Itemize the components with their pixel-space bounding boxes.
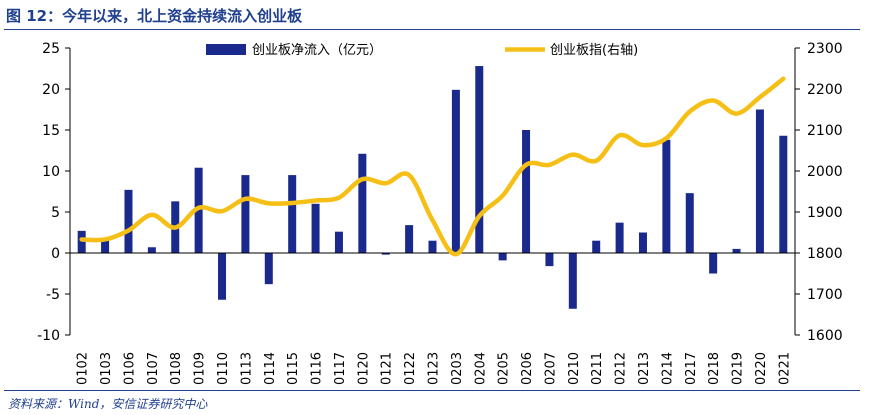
x-tick-label: 0120 [356,352,371,385]
bar-0218 [709,253,718,274]
x-tick-label: 0116 [310,352,325,385]
bar-0220 [755,109,764,253]
bar-0121 [381,253,390,255]
title-rule [4,29,860,30]
left-tick-label: 10 [42,164,60,180]
source-rule [4,390,860,391]
x-tick-label: 0114 [263,352,278,385]
x-tick-label: 0123 [427,352,442,385]
bar-0207 [545,253,554,267]
right-tick-label: 2100 [807,123,843,139]
source-note: 资料来源：Wind，安信证券研究中心 [8,397,208,411]
bar-0117 [334,231,343,253]
bar-0211 [592,240,601,253]
bar-0210 [568,253,577,309]
x-tick-label: 0214 [660,352,675,385]
x-tick-label: 0117 [333,352,348,385]
bar-0122 [405,225,414,253]
x-tick-label: 0220 [754,352,769,385]
x-tick-label: 0106 [122,352,137,385]
bar-0214 [662,139,671,253]
legend-bar-swatch [206,44,246,55]
bar-0107 [147,247,156,253]
x-tick-label: 0207 [543,352,558,385]
bar-0221 [779,135,788,253]
legend-bar-label: 创业板净流入（亿元） [252,43,382,58]
left-tick-label: 15 [42,123,60,139]
right-tick-label: 1900 [807,205,843,221]
bar-0212 [615,222,624,253]
bar-0106 [124,189,133,253]
x-tick-label: 0204 [473,352,488,385]
bar-0115 [288,175,297,253]
x-tick-label: 0217 [684,352,699,385]
bar-0102 [77,230,86,253]
x-tick-label: 0115 [286,352,301,385]
bar-0213 [638,232,647,253]
x-axis: 0102 0103 0106 0107 0108 0109 0110 0113 0114 0115… [76,352,793,385]
x-tick-label: 0102 [76,352,91,385]
x-tick-label: 0213 [637,352,652,385]
bar-0217 [685,193,694,253]
legend: 创业板净流入（亿元） 创业板指(右轴) [206,43,638,58]
right-tick-label: 1700 [807,287,843,303]
bar-0219 [732,248,741,253]
bar-0205 [498,253,507,261]
bar-0123 [428,240,437,253]
x-tick-label: 0203 [450,352,465,385]
x-tick-label: 0113 [239,352,254,385]
right-tick-label: 2200 [807,82,843,98]
bar-0120 [358,153,367,253]
bar-0110 [218,253,227,300]
x-tick-label: 0212 [614,352,629,385]
left-tick-label: -10 [37,328,60,344]
bar-0206 [522,130,531,253]
right-tick-label: 2000 [807,164,843,180]
bar-0113 [241,175,250,253]
bar-0114 [264,253,273,285]
left-tick-label: 5 [51,205,60,221]
bar-series [77,66,788,309]
bar-0103 [101,239,110,253]
index-line [79,76,786,257]
left-tick-label: 20 [42,82,60,98]
bar-0204 [475,66,484,253]
x-tick-label: 0110 [216,352,231,385]
x-tick-label: 0108 [169,352,184,385]
x-tick-label: 0121 [380,352,395,385]
bar-0203 [451,89,460,253]
right-axis: 1600 1700 1800 1900 2000 2100 2200 2300 [794,41,843,344]
x-tick-label: 0103 [99,352,114,385]
x-tick-label: 0221 [777,352,792,385]
x-tick-label: 0218 [707,352,722,385]
x-tick-label: 0205 [497,352,512,385]
left-tick-label: 0 [51,246,60,262]
x-tick-label: 0219 [731,352,746,385]
left-tick-label: -5 [46,287,60,303]
figure-title: 图 12：今年以来，北上资金持续流入创业板 [6,7,303,25]
left-axis: -10 -5 0 5 10 15 20 25 [37,41,71,344]
right-tick-label: 1600 [807,328,843,344]
bar-0109 [194,167,203,253]
x-tick-label: 0122 [403,352,418,385]
x-tick-label: 0109 [193,352,208,385]
legend-line-label: 创业板指(右轴) [550,43,638,58]
right-tick-label: 2300 [807,41,843,57]
x-tick-label: 0211 [590,352,605,385]
bar-0116 [311,203,320,253]
right-tick-label: 1800 [807,246,843,262]
x-tick-label: 0206 [520,352,535,385]
left-tick-label: 25 [42,41,60,57]
x-tick-label: 0107 [146,352,161,385]
x-tick-label: 0210 [567,352,582,385]
